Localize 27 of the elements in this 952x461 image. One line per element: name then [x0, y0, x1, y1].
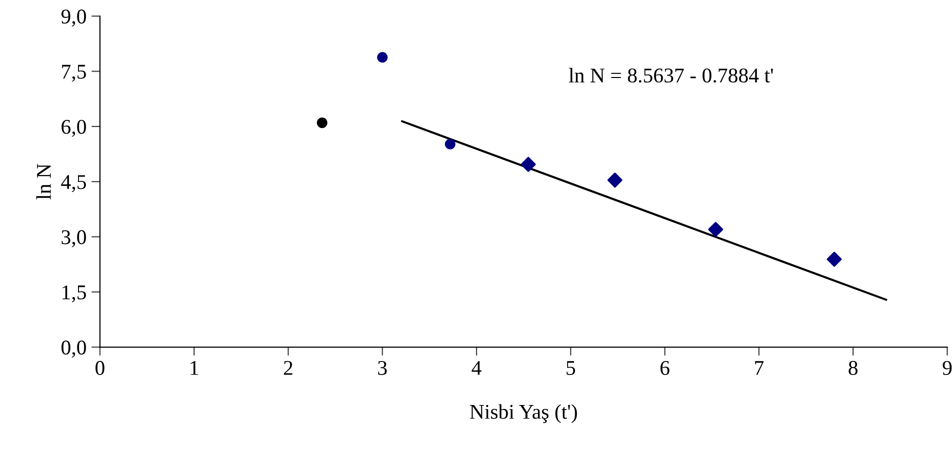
x-tick-label: 4	[472, 361, 482, 375]
annotation: ln N = 8.5637 - 0.7884 t'	[568, 68, 773, 83]
point	[377, 52, 388, 63]
point	[708, 222, 724, 237]
point	[444, 138, 456, 150]
y-tick-label: 0,0	[62, 340, 86, 358]
y-tick-label: 6,0	[62, 120, 86, 137]
x-axis-title: Nisbi Yaş (t')	[470, 404, 577, 424]
x-tick-label: 8	[848, 360, 858, 375]
y-tick-label: 3,0	[62, 230, 86, 248]
x-tick-label: 1	[190, 361, 198, 375]
x-tick-label: 2	[284, 360, 292, 375]
y-tick-label: 4,5	[61, 175, 86, 192]
point	[607, 172, 622, 188]
point	[520, 156, 536, 172]
y-tick-label: 7,5	[62, 64, 86, 82]
point	[316, 117, 328, 128]
point	[826, 252, 842, 267]
x-tick-label: 6	[660, 360, 670, 375]
y-axis-title: ln N	[36, 164, 51, 200]
x-tick-label: 3	[378, 360, 387, 375]
x-tick-label: 0	[96, 360, 104, 375]
y-tick-label: 1,5	[62, 285, 86, 302]
x-tick-label: 9	[942, 360, 952, 375]
x-tick-label: 7	[755, 361, 764, 375]
x-tick-label: 5	[566, 361, 576, 375]
y-tick-label: 9,0	[61, 10, 86, 27]
